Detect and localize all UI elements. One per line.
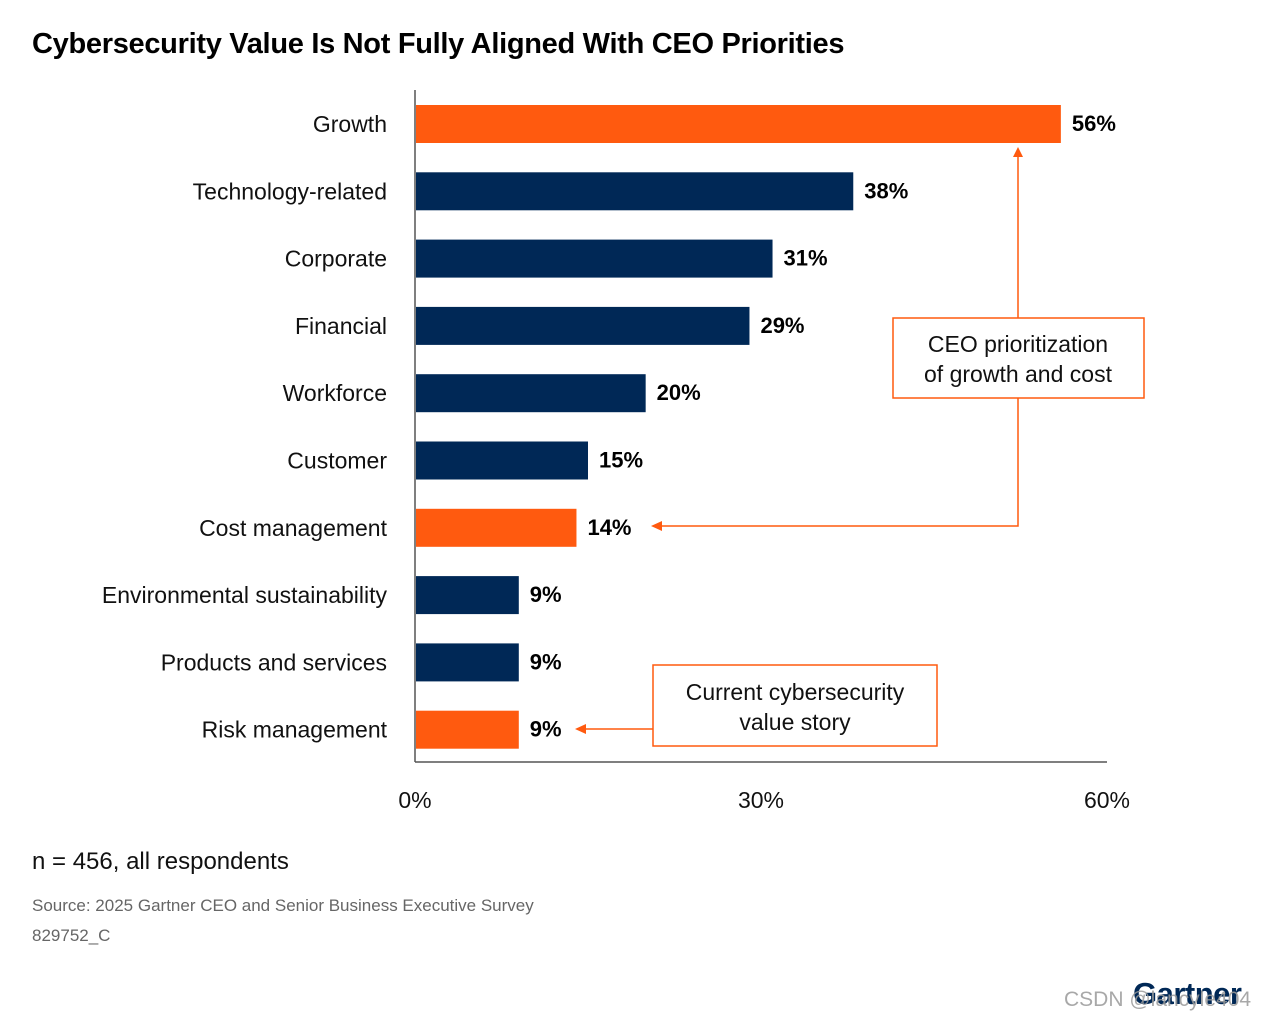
arrowhead-growth: [1013, 147, 1023, 157]
axis-layer: 0% 30% 60%: [398, 90, 1130, 813]
bar-workforce: [416, 374, 646, 413]
x-tick-label: 60%: [1084, 787, 1130, 813]
category-label: Risk management: [202, 717, 388, 743]
value-label: 38%: [864, 178, 908, 203]
category-label: Corporate: [285, 246, 387, 272]
bar-technology-related: [416, 172, 854, 211]
source-note: Source: 2025 Gartner CEO and Senior Busi…: [32, 896, 534, 915]
bar-corporate: [416, 239, 773, 278]
bar-risk-management: [416, 710, 519, 749]
category-label: Financial: [295, 313, 387, 339]
value-label: 9%: [530, 582, 562, 607]
gartner-logo: Gartner: [1133, 976, 1242, 1011]
value-label: 9%: [530, 717, 562, 742]
x-tick-label: 0%: [398, 787, 431, 813]
category-label: Cost management: [199, 515, 388, 541]
sample-note: n = 456, all respondents: [32, 848, 289, 875]
watermark: CSDN @lancyle404: [1064, 988, 1252, 1011]
category-label: Technology-related: [193, 178, 387, 204]
category-label: Products and services: [161, 649, 387, 675]
category-label: Growth: [313, 111, 387, 137]
bar-products-and-services: [416, 643, 519, 682]
value-label: 14%: [587, 515, 631, 540]
x-tick-label: 30%: [738, 787, 784, 813]
annotation-text-cyber: value story: [739, 709, 851, 735]
annotation-layer: CEO prioritization of growth and cost Curr…: [575, 147, 1145, 747]
annotation-box-cyber: [652, 664, 938, 747]
category-label: Environmental sustainability: [102, 582, 388, 608]
annotation-text-ceo: of growth and cost: [924, 361, 1113, 387]
bar-financial: [416, 306, 750, 345]
chart-title: Cybersecurity Value Is Not Fully Aligned…: [32, 28, 845, 60]
annotation-text-cyber: Current cybersecurity: [686, 679, 905, 705]
bar-growth: [416, 105, 1061, 143]
annotation-text-ceo: CEO prioritization: [928, 331, 1108, 357]
value-label: 20%: [657, 380, 701, 405]
value-label: 29%: [760, 313, 804, 338]
value-label: 15%: [599, 448, 643, 473]
connector-cost: [662, 398, 1019, 527]
bar-cost-management: [416, 508, 577, 547]
value-label: 31%: [784, 246, 828, 271]
value-label: 56%: [1072, 111, 1116, 136]
annotation-box-ceo: [892, 317, 1145, 399]
bars-layer: [416, 105, 1061, 749]
arrowhead-risk: [575, 724, 586, 734]
value-label: 9%: [530, 649, 562, 674]
category-label: Customer: [287, 448, 387, 474]
figure-code: 829752_C: [32, 926, 111, 945]
labels-layer: Growth 56% Technology-related 38% Corporate 3…: [102, 111, 1116, 743]
category-label: Workforce: [283, 380, 387, 406]
bar-environmental-sustainability: [416, 576, 519, 615]
bar-customer: [416, 441, 588, 480]
arrowhead-cost: [651, 521, 662, 531]
